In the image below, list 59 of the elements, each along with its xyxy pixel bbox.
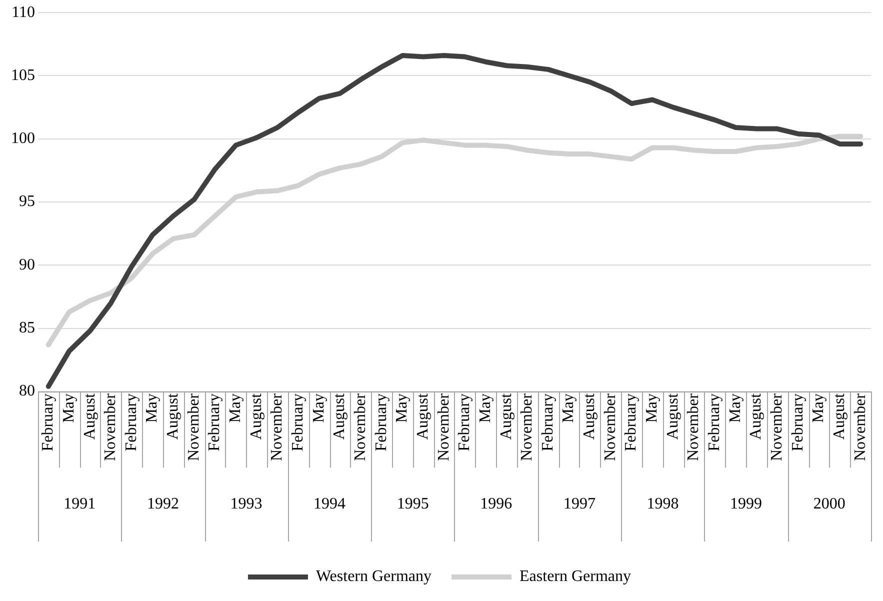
text: 1998 xyxy=(646,496,679,513)
y-tick-label: 90 xyxy=(19,256,35,274)
text: 1997 xyxy=(563,496,596,513)
y-tick-label: 95 xyxy=(19,193,35,210)
text: 1993 xyxy=(230,496,262,513)
x-tick-label: November xyxy=(685,392,702,461)
x-tick-label: August xyxy=(164,392,182,440)
y-tick-label: 100 xyxy=(11,130,35,148)
x-tick-label: May xyxy=(60,393,78,423)
y-tick-label: 80 xyxy=(19,382,35,400)
x-tick-label: August xyxy=(248,392,265,440)
x-tick-label: May xyxy=(144,393,161,423)
text: 2000 xyxy=(813,496,846,513)
x-tick-label: November xyxy=(768,392,786,461)
x-tick-label: February xyxy=(122,393,140,452)
x-tick-label: November xyxy=(185,392,202,461)
x-tick-label: August xyxy=(581,392,598,440)
x-tick-label: February xyxy=(40,393,57,452)
x-tick-label: February xyxy=(622,393,640,452)
text: 1992 xyxy=(146,496,179,513)
text: 1999 xyxy=(730,496,762,513)
x-tick-label: February xyxy=(206,393,224,452)
x-tick-label: August xyxy=(414,392,432,440)
x-tick-label: February xyxy=(539,393,556,452)
x-tick-label: February xyxy=(372,393,390,452)
text: 1996 xyxy=(480,496,512,513)
y-tick-label: 105 xyxy=(11,66,35,84)
legend-label: Eastern Germany xyxy=(520,568,632,586)
x-tick-label: May xyxy=(810,393,828,423)
x-tick-label: August xyxy=(81,392,98,440)
x-tick-label: May xyxy=(560,393,578,423)
y-tick-label: 110 xyxy=(12,4,35,21)
x-tick-label: February xyxy=(789,393,806,452)
x-tick-label: November xyxy=(602,392,619,461)
x-tick-label: August xyxy=(498,392,515,440)
x-tick-label: May xyxy=(726,393,744,423)
x-tick-label: November xyxy=(852,392,869,461)
x-tick-label: November xyxy=(518,392,536,461)
y-tick-label: 85 xyxy=(19,320,35,337)
x-tick-label: August xyxy=(331,392,348,440)
legend-label: Western Germany xyxy=(316,568,432,586)
text: 1995 xyxy=(396,496,429,513)
x-tick-label: May xyxy=(310,393,328,423)
x-tick-label: August xyxy=(664,392,682,440)
x-tick-label: May xyxy=(476,393,494,423)
x-tick-label: November xyxy=(268,392,286,461)
x-tick-label: November xyxy=(102,392,120,461)
x-tick-label: November xyxy=(352,392,369,461)
x-tick-label: February xyxy=(290,393,307,452)
x-tick-label: May xyxy=(394,393,411,423)
x-tick-label: February xyxy=(456,393,474,452)
x-tick-label: August xyxy=(830,392,848,440)
text: 1994 xyxy=(314,496,346,513)
text: 1991 xyxy=(64,496,96,513)
x-tick-label: August xyxy=(748,392,765,440)
x-tick-label: May xyxy=(227,393,244,423)
x-tick-label: November xyxy=(435,392,452,461)
x-tick-label: February xyxy=(706,393,724,452)
x-tick-label: May xyxy=(644,393,661,423)
